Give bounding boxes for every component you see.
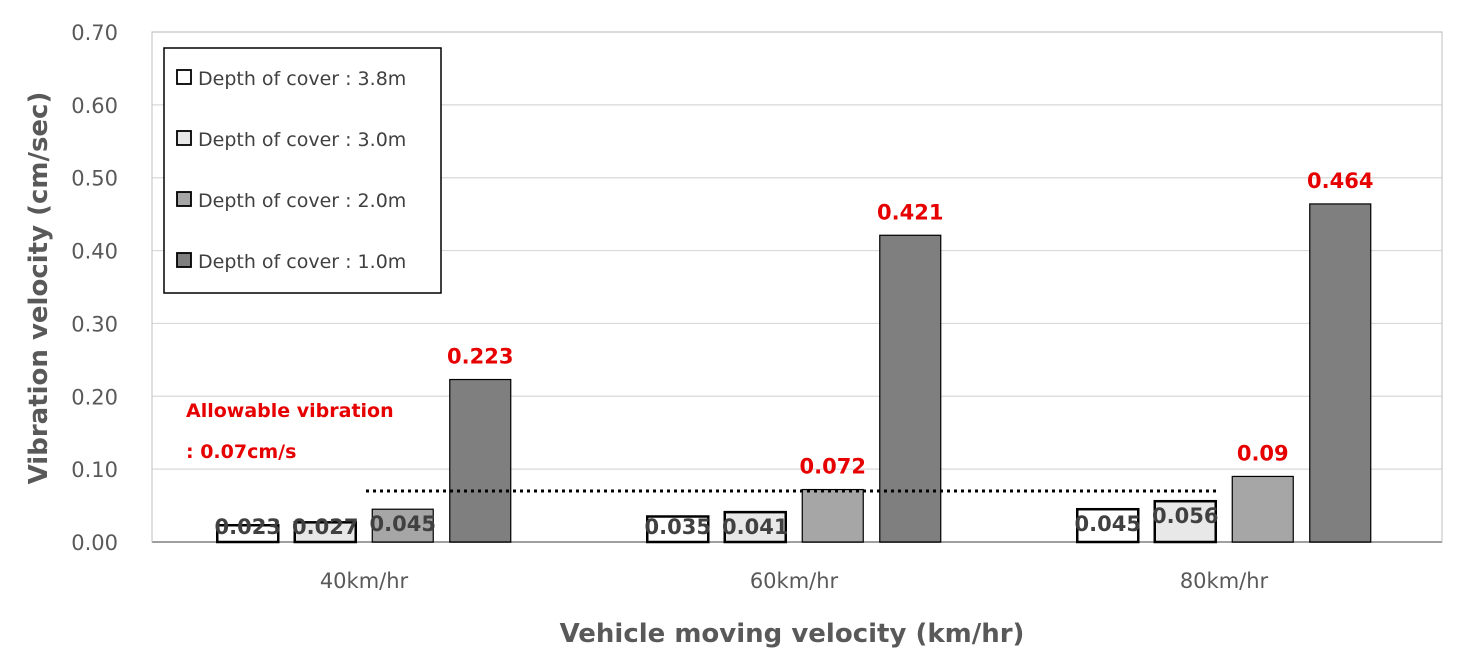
y-tick-label: 0.40 (71, 240, 118, 264)
y-tick-label: 0.70 (71, 21, 118, 45)
bar (723, 510, 787, 544)
y-tick-label: 0.60 (71, 94, 118, 118)
data-label: 0.223 (447, 345, 513, 369)
allowable-vibration-label-line1: Allowable vibration (186, 400, 394, 422)
bar (371, 508, 434, 543)
y-tick-label: 0.10 (71, 458, 118, 482)
allowable-vibration-label-line2: : 0.07cm/s (186, 441, 296, 463)
data-label: 0.09 (1237, 441, 1289, 465)
data-label: 0.464 (1307, 169, 1373, 193)
data-label: 0.421 (877, 200, 943, 224)
data-label: 0.035 (645, 515, 711, 539)
bar (449, 378, 512, 543)
legend-swatch (176, 69, 192, 85)
plot-area-border (151, 31, 1443, 543)
bar (293, 521, 357, 544)
bar (1231, 475, 1294, 543)
y-axis-title: Vibration velocity (cm/sec) (24, 92, 54, 485)
legend: Depth of cover : 3.8m Depth of cover : 3.… (163, 47, 442, 294)
legend-box (163, 47, 442, 294)
legend-label: Depth of cover : 3.8m (198, 68, 406, 90)
data-label: 0.045 (1075, 512, 1141, 536)
legend-swatch (176, 130, 192, 146)
x-axis-title: Vehicle moving velocity (km/hr) (560, 619, 1025, 649)
bar (1076, 507, 1140, 544)
x-tick-labels: 40km/hr 60km/hr 80km/hr (320, 569, 1269, 593)
bar (646, 515, 710, 544)
data-label: 0.027 (292, 515, 358, 539)
x-tick-label: 60km/hr (750, 569, 839, 593)
data-label: 0.056 (1152, 504, 1218, 528)
bar (1309, 203, 1372, 543)
legend-label: Depth of cover : 2.0m (198, 190, 406, 212)
x-tick-label: 40km/hr (320, 569, 409, 593)
data-label: 0.041 (722, 515, 788, 539)
bar (216, 523, 280, 544)
y-tick-label: 0.20 (71, 385, 118, 409)
bar (801, 488, 864, 543)
data-label: 0.045 (370, 512, 436, 536)
data-label: 0.072 (800, 455, 866, 479)
data-label: 0.023 (215, 515, 281, 539)
y-tick-label: 0.00 (71, 531, 118, 555)
bar (879, 234, 942, 543)
bar (1153, 499, 1217, 544)
bars (216, 203, 1372, 544)
legend-label: Depth of cover : 3.0m (198, 129, 406, 151)
legend-label: Depth of cover : 1.0m (198, 251, 406, 273)
y-tick-label: 0.30 (71, 312, 118, 336)
x-tick-label: 80km/hr (1180, 569, 1269, 593)
data-labels: 0.023 0.027 0.045 0.223 0.035 0.041 0.072 0.421… (215, 169, 1374, 539)
legend-swatch (176, 252, 192, 268)
y-tick-labels: 0.00 0.10 0.20 0.30 0.40 0.50 0.60 0.70 (71, 21, 118, 555)
y-tick-label: 0.50 (71, 167, 118, 191)
legend-swatch (176, 191, 192, 207)
